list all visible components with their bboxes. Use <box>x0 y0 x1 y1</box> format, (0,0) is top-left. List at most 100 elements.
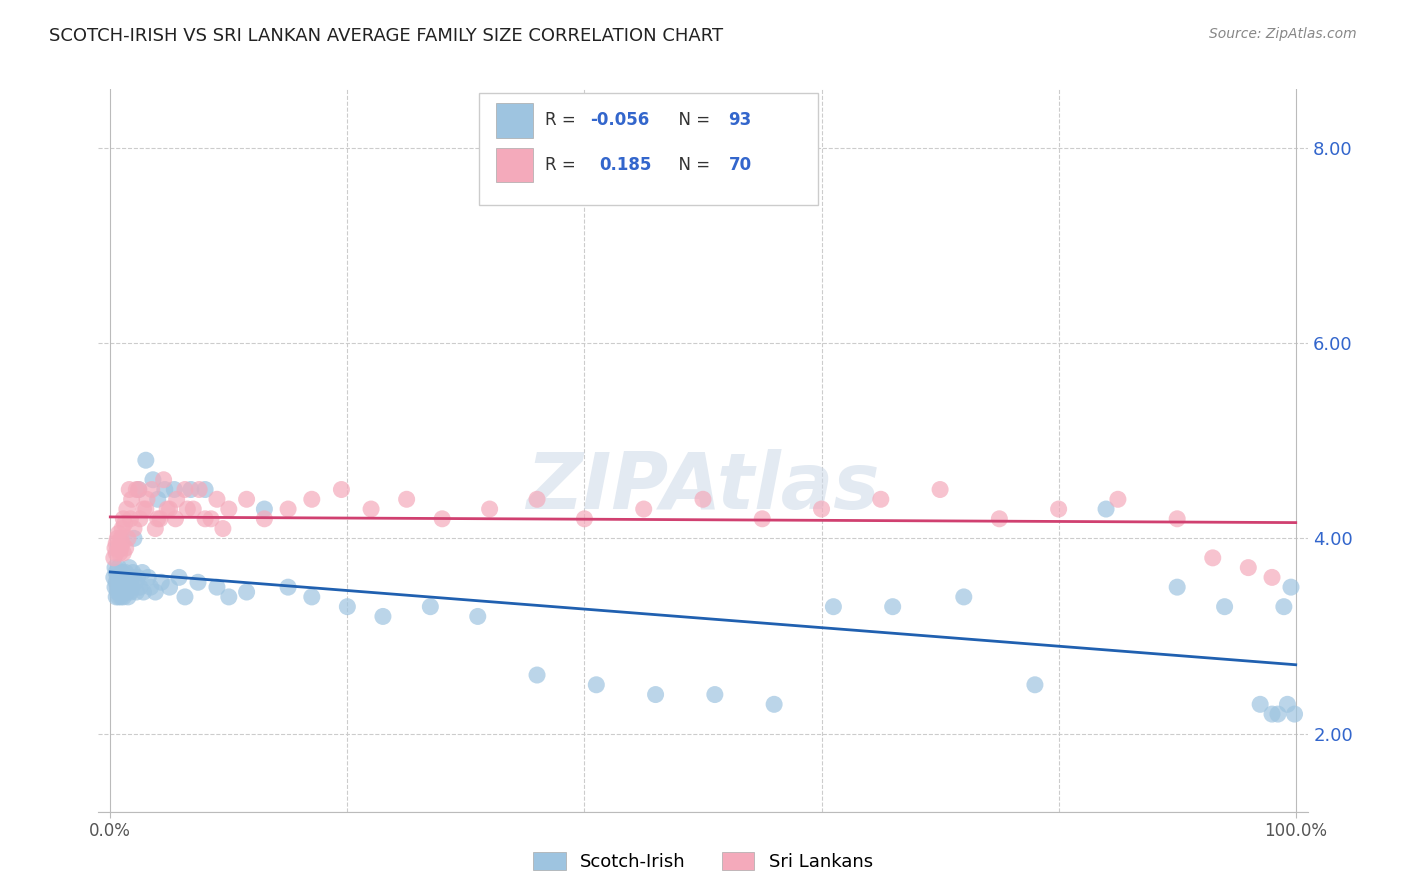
Point <box>111 575 134 590</box>
Text: 0.185: 0.185 <box>599 156 651 174</box>
Point <box>120 585 142 599</box>
FancyBboxPatch shape <box>496 148 533 182</box>
Point <box>114 585 136 599</box>
Point <box>212 522 235 536</box>
Point <box>253 502 276 516</box>
Point <box>118 575 141 590</box>
Text: N =: N = <box>668 156 716 174</box>
Text: N =: N = <box>668 112 716 129</box>
Point <box>952 590 974 604</box>
Point <box>526 492 548 507</box>
Text: SCOTCH-IRISH VS SRI LANKAN AVERAGE FAMILY SIZE CORRELATION CHART: SCOTCH-IRISH VS SRI LANKAN AVERAGE FAMIL… <box>49 27 723 45</box>
Point <box>1237 560 1260 574</box>
Point <box>142 473 165 487</box>
FancyBboxPatch shape <box>496 103 533 137</box>
Point <box>114 580 136 594</box>
Point <box>1213 599 1236 614</box>
Point <box>110 532 132 546</box>
Point <box>301 492 323 507</box>
Point <box>104 560 127 574</box>
Point <box>218 502 240 516</box>
Point <box>152 473 174 487</box>
Point <box>478 502 501 516</box>
Point <box>114 575 136 590</box>
Point <box>121 566 143 580</box>
Point <box>107 590 129 604</box>
Point <box>633 502 655 516</box>
Point <box>136 492 159 507</box>
Point <box>218 590 240 604</box>
Point <box>751 512 773 526</box>
Point <box>105 532 128 546</box>
Point <box>1261 707 1284 722</box>
Legend: Scotch-Irish, Sri Lankans: Scotch-Irish, Sri Lankans <box>526 846 880 879</box>
Text: R =: R = <box>544 112 581 129</box>
Point <box>105 580 128 594</box>
Point <box>146 512 169 526</box>
Point <box>205 492 228 507</box>
Point <box>112 590 135 604</box>
Point <box>200 512 222 526</box>
Point <box>166 492 188 507</box>
Point <box>181 502 204 516</box>
Point <box>127 570 149 584</box>
Point <box>135 453 157 467</box>
Point <box>149 512 172 526</box>
Point <box>108 546 131 560</box>
Point <box>1166 512 1188 526</box>
Point <box>112 512 135 526</box>
Text: R =: R = <box>544 156 581 174</box>
Point <box>122 522 145 536</box>
Point <box>371 609 394 624</box>
Point <box>194 512 217 526</box>
Point <box>107 575 129 590</box>
Point <box>432 512 454 526</box>
Point <box>128 483 150 497</box>
Point <box>107 541 129 555</box>
Point <box>153 483 176 497</box>
Point <box>107 560 129 574</box>
Point <box>150 575 173 590</box>
Point <box>121 580 143 594</box>
Point <box>869 492 891 507</box>
Point <box>174 590 197 604</box>
Point <box>159 580 181 594</box>
Point <box>585 678 607 692</box>
Text: Source: ZipAtlas.com: Source: ZipAtlas.com <box>1209 27 1357 41</box>
Point <box>132 585 155 599</box>
Point <box>121 492 143 507</box>
Point <box>1261 570 1284 584</box>
Point <box>163 483 186 497</box>
Point <box>644 688 666 702</box>
Point <box>114 570 136 584</box>
FancyBboxPatch shape <box>479 93 818 205</box>
Point <box>125 483 148 497</box>
Text: 70: 70 <box>728 156 752 174</box>
Point <box>988 512 1011 526</box>
Point <box>187 575 209 590</box>
Point <box>141 483 163 497</box>
Point <box>105 575 128 590</box>
Point <box>235 492 257 507</box>
Point <box>118 560 141 574</box>
Point <box>135 502 157 516</box>
Text: ZIPAtlas: ZIPAtlas <box>526 449 880 524</box>
Point <box>194 483 217 497</box>
Point <box>114 541 136 555</box>
Point <box>108 575 131 590</box>
Point <box>115 502 138 516</box>
Point <box>277 580 299 594</box>
Point <box>105 566 128 580</box>
Point <box>131 566 153 580</box>
Point <box>330 483 353 497</box>
Point <box>129 512 152 526</box>
Point <box>121 570 143 584</box>
Point <box>115 575 138 590</box>
Point <box>1095 502 1118 516</box>
Point <box>111 566 134 580</box>
Point <box>526 668 548 682</box>
Point <box>105 546 128 560</box>
Point <box>114 516 136 531</box>
Point <box>823 599 845 614</box>
Point <box>118 483 141 497</box>
